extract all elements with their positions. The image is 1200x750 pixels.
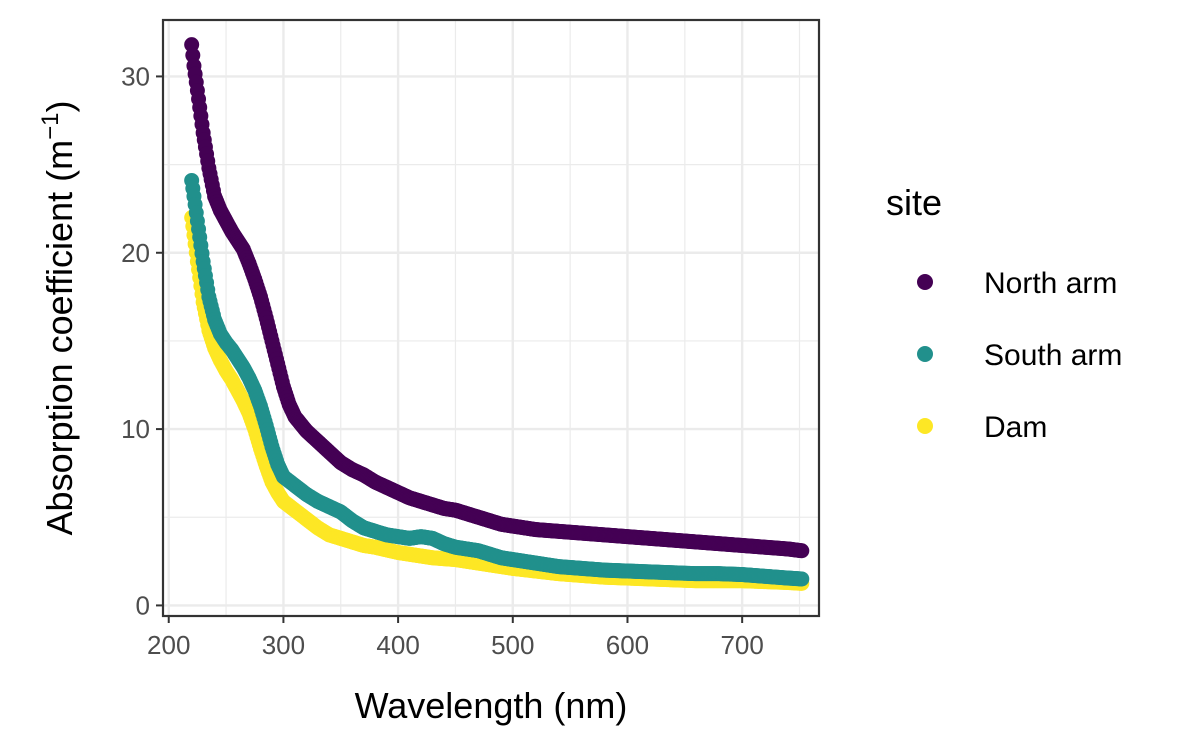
- x-tick-label: 200: [147, 630, 190, 660]
- legend-label: South arm: [984, 339, 1122, 372]
- series-north-arm: [184, 37, 810, 559]
- plot-panel-border: [161, 18, 821, 618]
- y-tick-label: 20: [121, 238, 150, 268]
- y-tick-label: 0: [136, 590, 150, 620]
- x-tick-label: 300: [262, 630, 305, 660]
- legend-key: [917, 418, 933, 434]
- major-gridlines: [163, 20, 819, 616]
- legend-item: Dam: [917, 411, 1047, 444]
- y-tick-label: 10: [121, 414, 150, 444]
- legend-key: [917, 346, 933, 362]
- x-axis-ticks: 200 300 400 500 600 700: [147, 616, 764, 660]
- legend-item: South arm: [917, 339, 1122, 372]
- y-axis-title: Absorption coefficient (m−1): [37, 101, 80, 536]
- legend-title: site: [886, 182, 942, 223]
- data-points: [184, 37, 810, 591]
- legend-label: Dam: [984, 411, 1047, 444]
- x-tick-label: 500: [491, 630, 534, 660]
- data-point: [794, 543, 810, 559]
- y-axis-title-suffix: ): [39, 101, 80, 113]
- x-tick-label: 700: [720, 630, 763, 660]
- legend-key: [917, 274, 933, 290]
- x-tick-label: 600: [606, 630, 649, 660]
- x-axis-title: Wavelength (nm): [355, 685, 628, 726]
- data-point: [794, 571, 810, 587]
- legend-items: North arm South arm Dam: [917, 267, 1122, 444]
- y-axis-title-superscript: −1: [37, 113, 64, 140]
- y-tick-label: 30: [121, 61, 150, 91]
- y-axis-title-main: Absorption coefficient (m: [39, 140, 80, 536]
- x-tick-label: 400: [376, 630, 419, 660]
- legend-item: North arm: [917, 267, 1117, 300]
- series-south-arm: [184, 172, 810, 587]
- y-axis-ticks: 0 10 20 30: [121, 61, 163, 620]
- legend-label: North arm: [984, 267, 1117, 300]
- legend: site North arm South arm Dam: [886, 182, 1122, 444]
